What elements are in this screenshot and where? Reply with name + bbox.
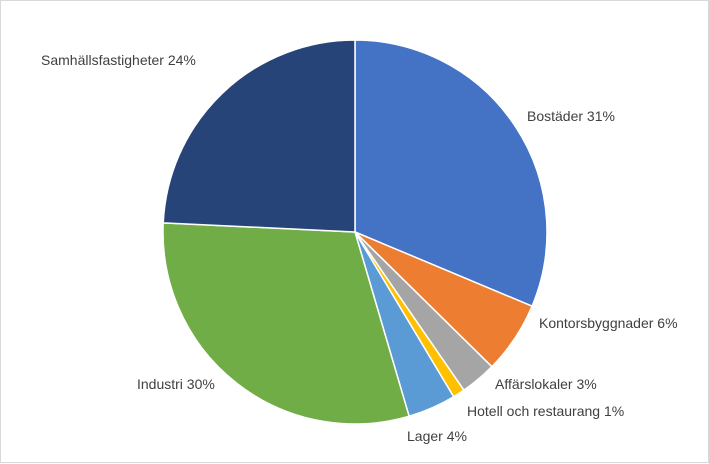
data-label-kontorsbyggnader: Kontorsbyggnader 6%	[539, 315, 678, 331]
pie-slice-samhällsfastigheter	[162, 39, 356, 233]
data-label-industri: Industri 30%	[137, 376, 215, 392]
data-label-hotell-och-restaurang: Hotell och restaurang 1%	[467, 403, 624, 419]
data-label-bostäder: Bostäder 31%	[527, 108, 615, 124]
pie-slice-industri	[162, 222, 411, 425]
data-label-samhällsfastigheter: Samhällsfastigheter 24%	[41, 52, 196, 68]
pie-slice-bostäder	[354, 39, 548, 308]
data-label-affärslokaler: Affärslokaler 3%	[495, 376, 597, 392]
data-label-lager: Lager 4%	[407, 428, 467, 444]
